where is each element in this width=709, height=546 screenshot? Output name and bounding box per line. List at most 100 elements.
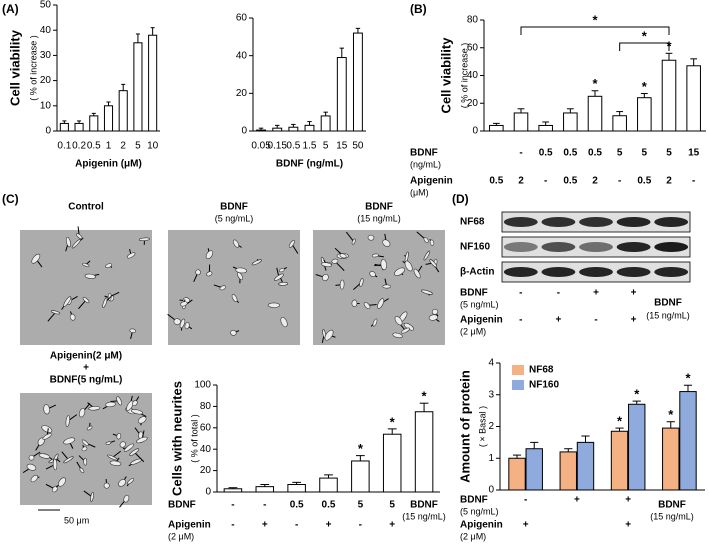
cell: [372, 318, 378, 327]
cell: [41, 425, 53, 433]
cell: [371, 253, 379, 258]
cell: [105, 441, 112, 445]
row-value: 0.5: [563, 176, 577, 187]
y-axis-subtitle: ( % of total ): [189, 414, 199, 463]
cell: [43, 404, 50, 415]
micrograph: [313, 230, 445, 345]
blot-band: [541, 242, 576, 252]
blot-band: [541, 217, 576, 227]
bar: [563, 112, 578, 132]
y-axis-title: Cells with neurites: [169, 381, 184, 496]
x-tick-label: 1: [106, 141, 112, 152]
significance-star: *: [634, 387, 640, 402]
neurite: [78, 299, 87, 310]
cell: [119, 441, 126, 448]
cell: [404, 260, 413, 272]
cell: [86, 425, 93, 431]
row-unit: (2 μM): [460, 326, 486, 336]
row-value: -: [359, 520, 362, 531]
blot-band: [654, 242, 689, 252]
y-tick-label: 0: [45, 126, 51, 137]
bar: [628, 403, 646, 491]
cell: [65, 415, 70, 427]
cell: [392, 332, 403, 339]
cell: [58, 477, 66, 487]
cell: [126, 252, 136, 259]
row-unit: (ng/mL): [410, 159, 441, 169]
row-value: 15: [688, 148, 700, 159]
cell: [382, 239, 391, 247]
cell: [28, 454, 35, 461]
cell: [118, 479, 126, 487]
cell: [26, 463, 37, 471]
micrograph: [168, 230, 300, 345]
row-value: +: [631, 315, 637, 326]
cell: [401, 327, 411, 334]
row-unit: (2 μM): [168, 531, 194, 541]
bar: [256, 129, 267, 132]
bar: [686, 65, 701, 132]
neurite: [345, 231, 355, 242]
cell: [63, 296, 72, 307]
significance-star: *: [422, 389, 428, 404]
cell: [103, 482, 110, 489]
cell: [82, 296, 90, 304]
y-tick-label: 0: [472, 126, 478, 137]
y-axis-subtitle: ( % of increase ): [28, 35, 38, 101]
bar: [610, 430, 629, 491]
row-value: -: [618, 176, 621, 187]
cell: [331, 258, 339, 264]
extra-label: BDNF: [654, 298, 682, 309]
significance-star: *: [390, 414, 396, 429]
cell: [322, 274, 329, 282]
cell: [359, 278, 364, 287]
row-value: -: [519, 148, 522, 159]
blot-band: [654, 217, 689, 227]
bar: [336, 57, 347, 132]
cell: [109, 460, 122, 466]
cell: [123, 443, 135, 452]
micrograph-title: (5 ng/mL): [215, 213, 254, 223]
cell: [251, 259, 262, 266]
cell: [105, 401, 116, 408]
cell: [76, 233, 83, 240]
cell: [88, 406, 101, 411]
row-value: 5: [358, 500, 364, 511]
row-value: -: [519, 288, 522, 299]
cell: [78, 408, 86, 418]
cell: [206, 271, 213, 277]
bar: [559, 451, 577, 491]
x-tick-label: 10: [147, 141, 159, 152]
cell: [107, 454, 118, 461]
y-tick-label: 50: [40, 0, 52, 11]
x-tick-label: 0.15: [267, 141, 287, 152]
x-tick-label: 0.05: [251, 141, 271, 152]
micrograph-title: Control: [68, 202, 104, 213]
cell: [205, 250, 214, 260]
cell: [129, 328, 136, 333]
y-axis-subtitle: ( % of increase ): [459, 43, 469, 109]
panel-label: (C): [2, 192, 19, 206]
y-tick-label: 40: [200, 444, 212, 455]
y-tick-label: 40: [40, 25, 52, 36]
blot-band: [579, 267, 613, 277]
row-value: +: [523, 520, 529, 531]
x-tick-label: 0.5: [87, 141, 101, 152]
bar: [320, 115, 331, 132]
bar: [351, 460, 370, 493]
y-tick-label: 60: [236, 13, 248, 24]
bar: [288, 126, 299, 132]
bar: [538, 124, 553, 132]
bar: [414, 411, 434, 493]
y-tick-label: 30: [40, 50, 52, 61]
y-tick-label: 0: [241, 126, 247, 137]
row-value: -: [295, 520, 298, 531]
row-label: BDNF: [168, 500, 196, 511]
cell: [71, 239, 81, 249]
row-value: 0.5: [290, 500, 304, 511]
cell: [84, 273, 96, 279]
x-tick-label: 0.2: [72, 141, 86, 152]
cell: [132, 400, 138, 407]
cell: [431, 308, 439, 315]
